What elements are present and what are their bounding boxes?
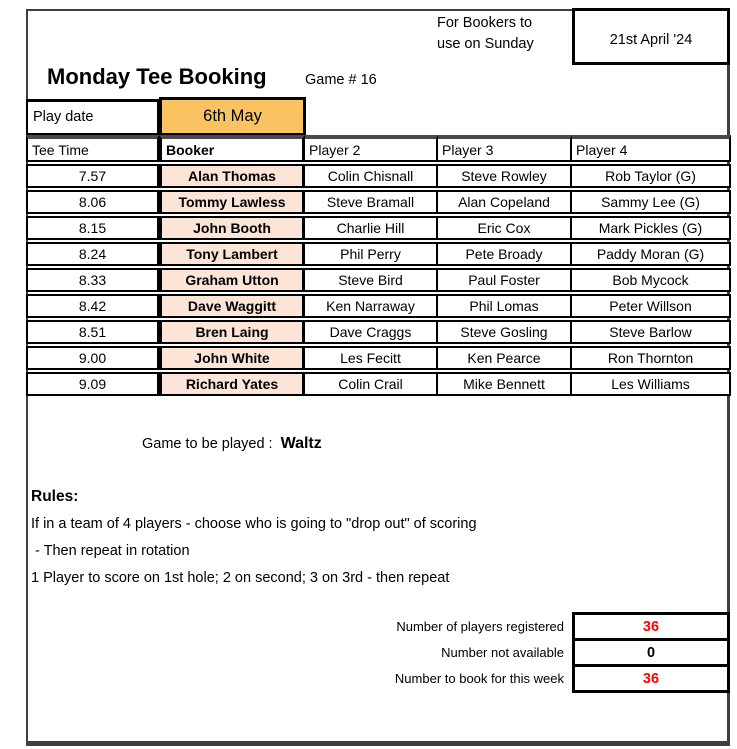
tee-time-cell[interactable]: 9.09 [26,372,159,396]
summary-section: Number of players registered 36 Number n… [28,612,730,693]
review-date-cell[interactable]: 21st April '24 [572,8,730,65]
tee-time-cell[interactable]: 8.42 [26,294,159,318]
player4-cell[interactable]: Paddy Moran (G) [572,242,731,266]
player4-cell[interactable]: Ron Thornton [572,346,731,370]
game-line: Game to be played : Waltz [142,435,322,453]
player3-cell[interactable]: Paul Foster [438,268,572,292]
booking-table-header: Tee Time Booker Player 2 Player 3 Player… [26,135,731,162]
summary-value-cell[interactable]: 36 [572,612,730,641]
player4-cell[interactable]: Les Williams [572,372,731,396]
play-date-label: Play date [26,99,159,135]
summary-value-cell[interactable]: 0 [572,638,730,667]
booking-row: 8.51 Bren Laing Dave Craggs Steve Goslin… [26,320,731,344]
player2-cell[interactable]: Colin Chisnall [305,164,438,188]
player4-cell[interactable]: Peter Willson [572,294,731,318]
game-value: Waltz [280,435,322,452]
player2-cell[interactable]: Les Fecitt [305,346,438,370]
booker-cell[interactable]: Graham Utton [159,268,305,292]
booker-cell[interactable]: John Booth [159,216,305,240]
player3-cell[interactable]: Mike Bennett [438,372,572,396]
player3-cell[interactable]: Alan Copeland [438,190,572,214]
booker-cell[interactable]: Tony Lambert [159,242,305,266]
booking-row: 8.33 Graham Utton Steve Bird Paul Foster… [26,268,731,292]
rules-line: 1 Player to score on 1st hole; 2 on seco… [31,570,450,586]
player4-cell[interactable]: Sammy Lee (G) [572,190,731,214]
rules-line: If in a team of 4 players - choose who i… [31,516,477,532]
col-header-player4: Player 4 [572,135,731,162]
booking-row: 8.06 Tommy Lawless Steve Bramall Alan Co… [26,190,731,214]
player2-cell[interactable]: Colin Crail [305,372,438,396]
tee-time-cell[interactable]: 7.57 [26,164,159,188]
player3-cell[interactable]: Phil Lomas [438,294,572,318]
summary-row: Number to book for this week 36 [28,664,730,693]
booking-table-body: Tee Time Booker Player 2 Player 3 Player… [26,135,731,396]
booking-row: 9.09 Richard Yates Colin Crail Mike Benn… [26,372,731,396]
player3-cell[interactable]: Pete Broady [438,242,572,266]
player3-cell[interactable]: Steve Gosling [438,320,572,344]
booker-cell[interactable]: Alan Thomas [159,164,305,188]
booking-row: 9.00 John White Les Fecitt Ken Pearce Ro… [26,346,731,370]
rules-line: - Then repeat in rotation [31,543,190,559]
booking-row: 8.24 Tony Lambert Phil Perry Pete Broady… [26,242,731,266]
player3-cell[interactable]: Ken Pearce [438,346,572,370]
summary-row: Number not available 0 [28,638,730,667]
player2-cell[interactable]: Steve Bramall [305,190,438,214]
page-title: Monday Tee Booking [47,64,267,89]
summary-value-cell[interactable]: 36 [572,664,730,693]
booking-row: 8.42 Dave Waggitt Ken Narraway Phil Loma… [26,294,731,318]
booker-note-line1: For Bookers to [437,15,533,31]
summary-label: Number of players registered [396,619,564,634]
col-header-player3: Player 3 [438,135,572,162]
booking-row: 8.15 John Booth Charlie Hill Eric Cox Ma… [26,216,731,240]
booker-note-line2: use on Sunday [437,36,534,52]
player3-cell[interactable]: Steve Rowley [438,164,572,188]
booker-cell[interactable]: Dave Waggitt [159,294,305,318]
game-number: Game # 16 [305,72,377,88]
booker-cell[interactable]: Tommy Lawless [159,190,305,214]
summary-label: Number not available [441,645,564,660]
tee-time-cell[interactable]: 8.24 [26,242,159,266]
summary-row: Number of players registered 36 [28,612,730,641]
col-header-player2: Player 2 [305,135,438,162]
player2-cell[interactable]: Dave Craggs [305,320,438,344]
player4-cell[interactable]: Mark Pickles (G) [572,216,731,240]
tee-time-cell[interactable]: 8.51 [26,320,159,344]
booker-cell[interactable]: Richard Yates [159,372,305,396]
booking-table: Tee Time Booker Player 2 Player 3 Player… [26,133,731,398]
tee-time-cell[interactable]: 8.33 [26,268,159,292]
booker-cell[interactable]: John White [159,346,305,370]
player2-cell[interactable]: Charlie Hill [305,216,438,240]
booking-row: 7.57 Alan Thomas Colin Chisnall Steve Ro… [26,164,731,188]
summary-label: Number to book for this week [394,671,564,686]
player2-cell[interactable]: Steve Bird [305,268,438,292]
player4-cell[interactable]: Bob Mycock [572,268,731,292]
tee-time-cell[interactable]: 8.06 [26,190,159,214]
col-header-tee-time: Tee Time [26,135,159,162]
col-header-booker: Booker [159,135,305,162]
rules-heading: Rules: [31,488,79,505]
game-label: Game to be played : [142,436,273,452]
tee-time-cell[interactable]: 9.00 [26,346,159,370]
player2-cell[interactable]: Ken Narraway [305,294,438,318]
booker-note: For Bookers to use on Sunday [437,13,534,55]
booker-cell[interactable]: Bren Laing [159,320,305,344]
player2-cell[interactable]: Phil Perry [305,242,438,266]
tee-time-cell[interactable]: 8.15 [26,216,159,240]
player4-cell[interactable]: Steve Barlow [572,320,731,344]
rules-section: Rules: If in a team of 4 players - choos… [31,488,477,597]
play-date-cell[interactable]: 6th May [159,97,306,136]
booking-sheet: For Bookers to use on Sunday 21st April … [26,8,731,746]
player4-cell[interactable]: Rob Taylor (G) [572,164,731,188]
player3-cell[interactable]: Eric Cox [438,216,572,240]
